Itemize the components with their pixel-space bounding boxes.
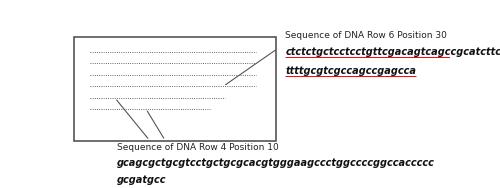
Text: ttttgcgtcgccagccgagcca: ttttgcgtcgccagccgagcca	[286, 66, 416, 76]
FancyBboxPatch shape	[74, 37, 276, 141]
Text: Sequence of DNA Row 6 Position 30: Sequence of DNA Row 6 Position 30	[286, 31, 447, 40]
Text: gcgatgcc: gcgatgcc	[117, 175, 166, 185]
Text: Sequence of DNA Row 4 Position 10: Sequence of DNA Row 4 Position 10	[117, 143, 278, 152]
Text: gcagcgctgcgtcctgctgcgcacgtgggaagccctggccccggccaccccc: gcagcgctgcgtcctgctgcgcacgtgggaagccctggcc…	[117, 158, 434, 168]
Text: ctctctgctcctcctgttcgacagtcagccgcatcttc: ctctctgctcctcctgttcgacagtcagccgcatcttc	[286, 47, 500, 57]
